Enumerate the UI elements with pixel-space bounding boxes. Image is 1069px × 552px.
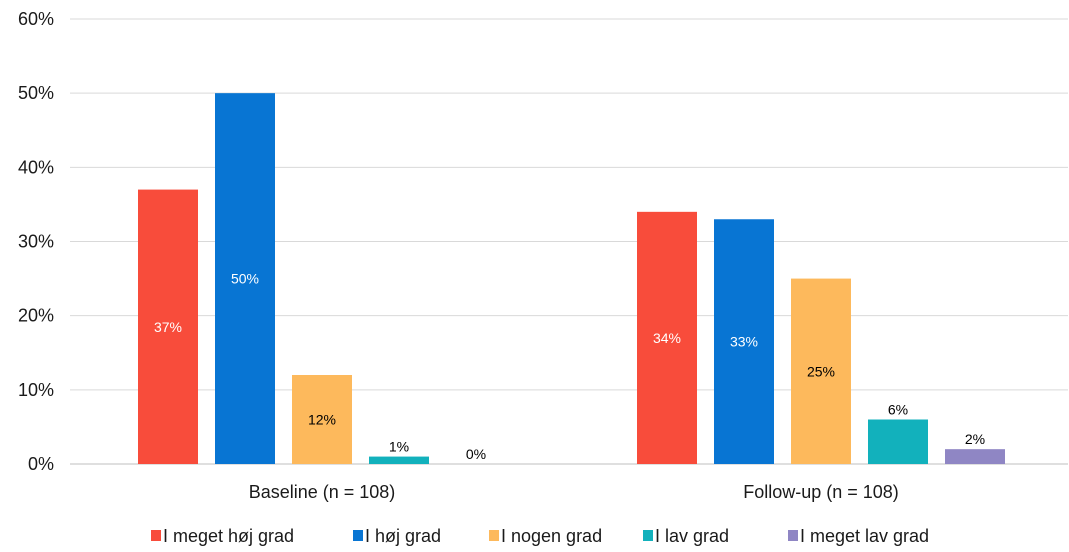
bar-3-1	[292, 375, 352, 464]
bar-2-2	[714, 219, 774, 464]
category-label: Follow-up (n = 108)	[743, 482, 899, 502]
data-label: 33%	[730, 334, 758, 350]
legend-swatch-5	[788, 530, 798, 541]
bar-1-1	[138, 189, 198, 465]
y-tick-label: 10%	[18, 380, 54, 400]
bar-3-2	[791, 278, 851, 464]
y-tick-label: 40%	[18, 157, 54, 177]
y-tick-label: 50%	[18, 83, 54, 103]
y-tick-label: 30%	[18, 232, 54, 252]
legend-label: I lav grad	[655, 526, 729, 546]
legend-swatch-3	[489, 530, 499, 541]
bar-4-2	[868, 419, 928, 464]
bar-2-1	[215, 93, 275, 465]
data-label: 50%	[231, 271, 259, 287]
data-label: 0%	[466, 446, 486, 462]
bar-1-2	[637, 211, 697, 464]
data-label: 34%	[653, 330, 681, 346]
bar-4-1	[369, 456, 429, 464]
data-label: 1%	[389, 439, 409, 455]
y-tick-label: 0%	[28, 454, 54, 474]
bar-5-2	[945, 449, 1005, 464]
data-label: 25%	[807, 363, 835, 379]
y-tick-label: 20%	[18, 306, 54, 326]
data-label: 2%	[965, 431, 985, 447]
legend-label: I nogen grad	[501, 526, 602, 546]
legend-swatch-4	[643, 530, 653, 541]
category-label: Baseline (n = 108)	[249, 482, 396, 502]
y-tick-label: 60%	[18, 9, 54, 29]
legend-swatch-1	[151, 530, 161, 541]
data-label: 12%	[308, 412, 336, 428]
legend-label: I meget høj grad	[163, 526, 294, 546]
legend-swatch-2	[353, 530, 363, 541]
data-label: 37%	[154, 319, 182, 335]
legend-label: I høj grad	[365, 526, 441, 546]
data-label: 6%	[888, 402, 908, 418]
legend-label: I meget lav grad	[800, 526, 929, 546]
